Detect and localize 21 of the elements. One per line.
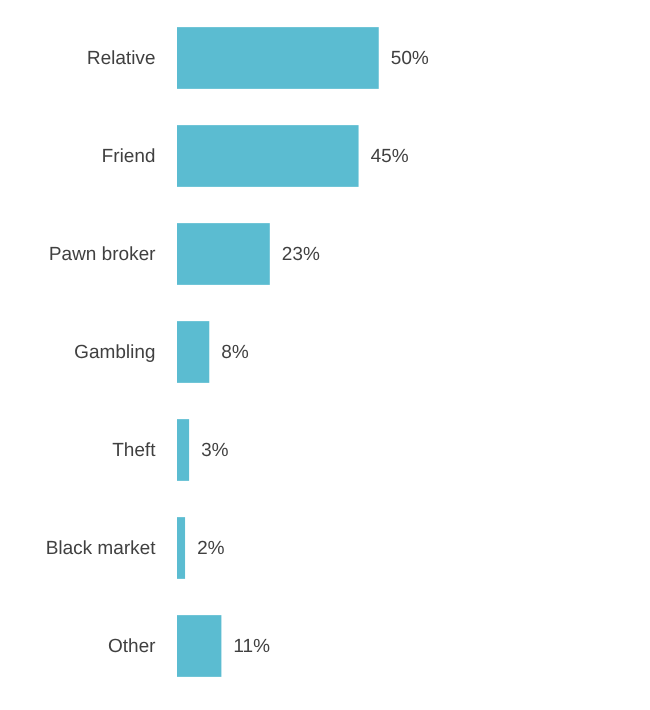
data-label: 3% [201, 440, 229, 461]
y-tick-label: Friend [102, 146, 156, 167]
y-tick-label: Other [108, 636, 156, 657]
data-label: 45% [370, 146, 409, 167]
y-tick-label: Black market [46, 538, 156, 559]
bar [177, 615, 222, 677]
y-tick-label: Theft [112, 440, 156, 461]
y-tick-label: Pawn broker [48, 244, 156, 265]
data-label: 23% [282, 244, 320, 265]
y-tick-label: Gambling [74, 342, 156, 363]
y-tick-label: Relative [86, 48, 156, 69]
data-label: 50% [390, 48, 429, 69]
bar [177, 223, 270, 285]
bar [177, 419, 190, 481]
bar [177, 27, 379, 89]
data-label: 8% [221, 342, 249, 363]
data-label: 2% [197, 538, 225, 559]
data-label: 11% [233, 636, 270, 657]
bar [177, 517, 186, 579]
bar [177, 321, 210, 383]
bar [177, 125, 359, 187]
